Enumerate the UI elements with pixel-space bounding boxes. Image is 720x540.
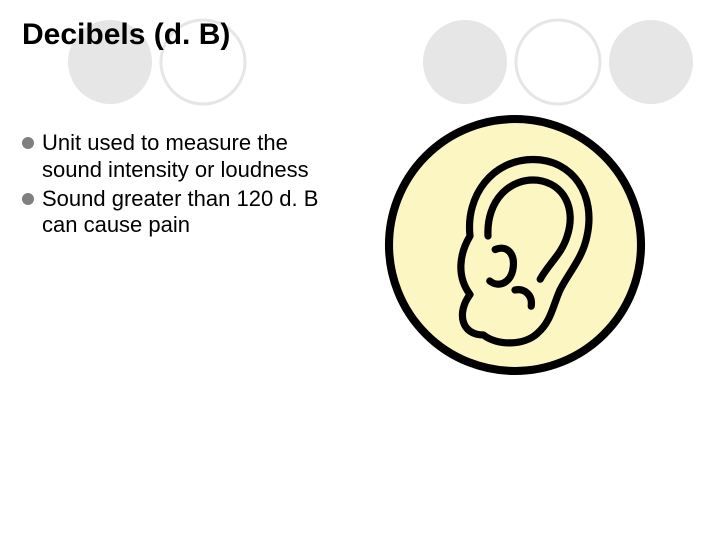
ear-circle	[389, 119, 641, 371]
bullet-item: Sound greater than 120 d. B can cause pa…	[22, 186, 342, 240]
bullet-dot-icon	[22, 137, 34, 149]
bullet-dot-icon	[22, 193, 34, 205]
bullet-text: Sound greater than 120 d. B can cause pa…	[42, 186, 342, 240]
ear-icon	[380, 110, 650, 380]
bullet-text: Unit used to measure the sound intensity…	[42, 130, 342, 184]
bullet-list: Unit used to measure the sound intensity…	[22, 130, 342, 239]
slide-title: Decibels (d. B)	[22, 18, 698, 52]
bullet-item: Unit used to measure the sound intensity…	[22, 130, 342, 184]
ear-graphic	[380, 110, 650, 380]
